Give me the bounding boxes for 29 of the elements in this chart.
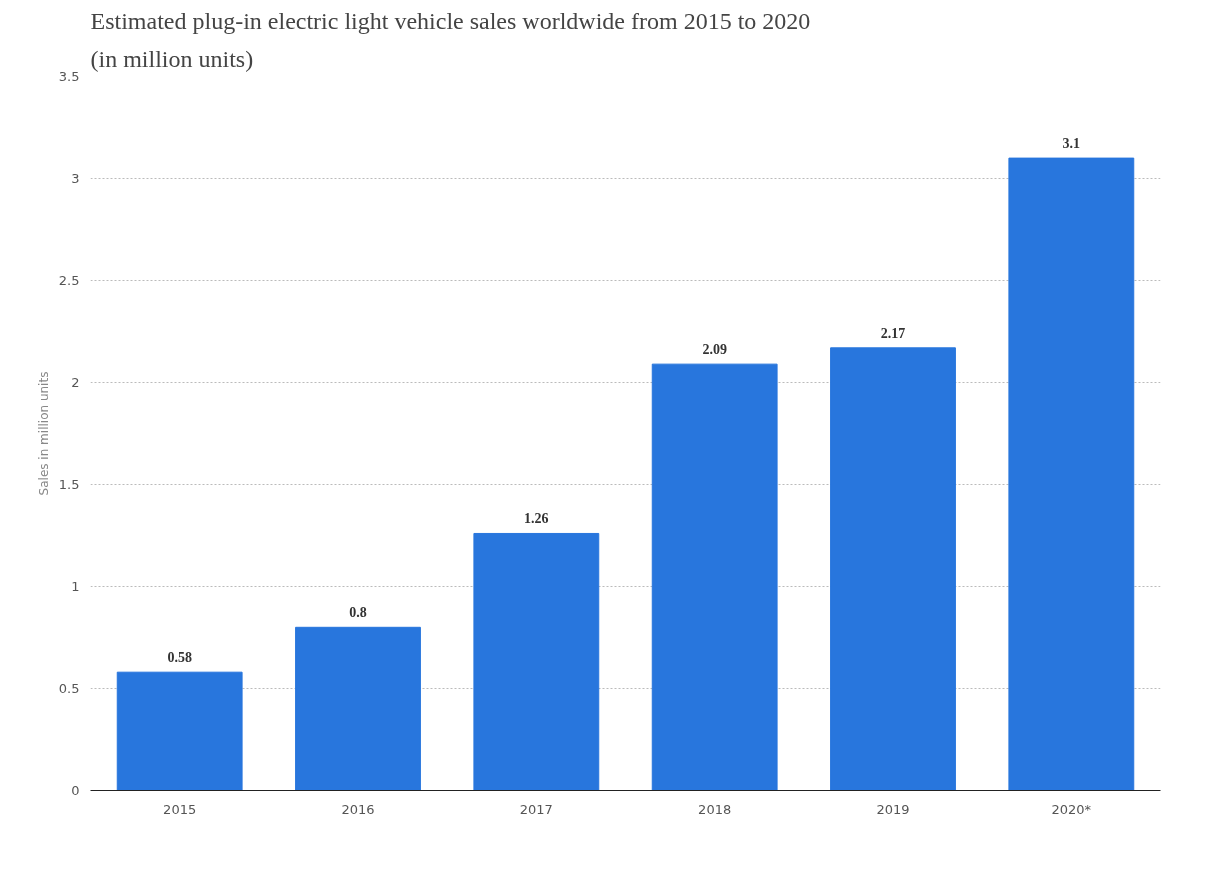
- y-tick-label: 1: [71, 579, 80, 594]
- x-tick-label: 2019: [876, 801, 910, 817]
- bar: [651, 363, 778, 791]
- x-tick-label: 2015: [163, 801, 197, 817]
- data-label: 0.8: [349, 605, 367, 621]
- y-tick-label: 3: [71, 171, 80, 186]
- chart-title: Estimated plug-in electric light vehicle sales worldwide from 2015 to 2020: [90, 7, 811, 34]
- y-tick-label: 0.5: [58, 681, 80, 696]
- bar: [1008, 157, 1135, 791]
- x-tick-label: 2016: [341, 801, 375, 817]
- x-tick-label: 2020*: [1051, 801, 1092, 817]
- y-tick-label: 2.5: [58, 273, 80, 288]
- bar: [295, 626, 421, 791]
- y-tick-label: 2: [71, 375, 80, 390]
- y-tick-label: 0: [71, 783, 80, 798]
- data-label: 3.1: [1062, 136, 1081, 152]
- data-label: 1.26: [524, 511, 549, 527]
- data-label: 2.17: [880, 325, 906, 341]
- data-label: 0.58: [167, 650, 192, 666]
- bar: [116, 671, 243, 791]
- y-tick-label: 3.5: [58, 69, 80, 84]
- x-tick-label: 2018: [698, 801, 732, 817]
- bar: [830, 347, 956, 791]
- bar: [473, 532, 600, 791]
- y-axis-title: Sales in million units: [36, 371, 51, 496]
- data-label: 2.09: [702, 342, 727, 358]
- x-tick-label: 2017: [519, 801, 553, 817]
- y-tick-label: 1.5: [58, 477, 80, 492]
- chart-subtitle: (in million units): [90, 45, 254, 72]
